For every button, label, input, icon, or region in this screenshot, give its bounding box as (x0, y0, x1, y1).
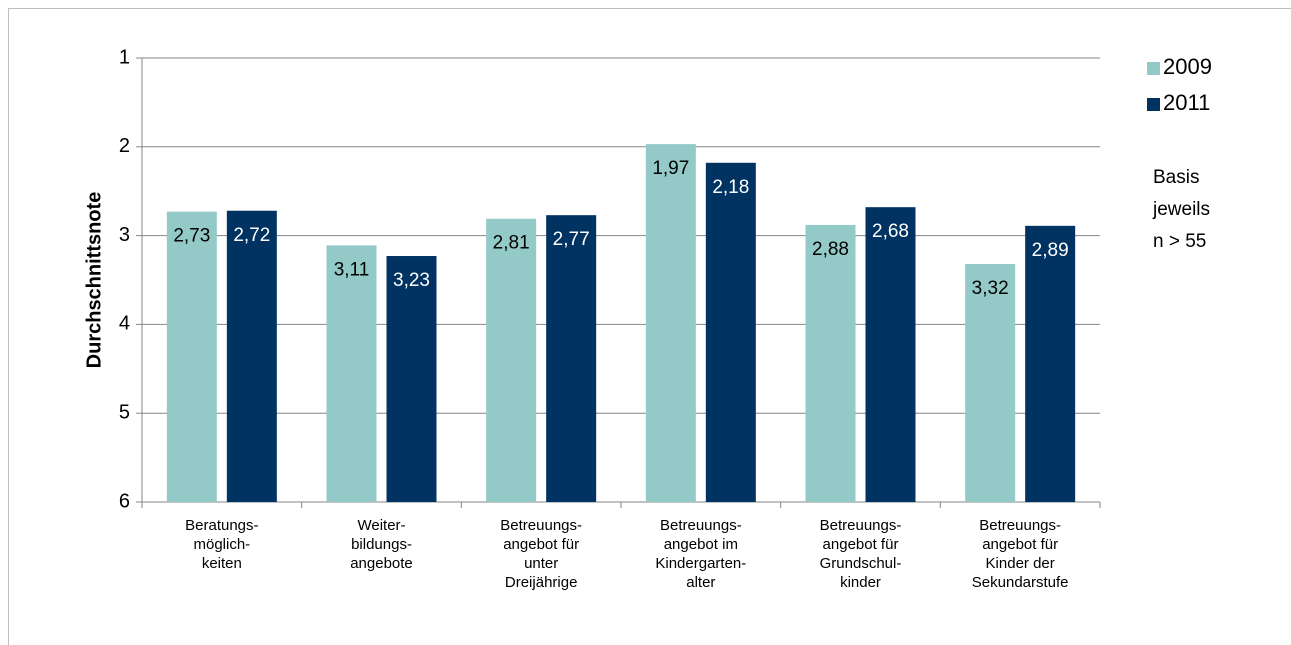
data-label: 3,23 (393, 270, 430, 291)
data-label: 2,68 (872, 221, 909, 242)
data-label: 2,18 (712, 177, 749, 198)
data-label: 2,77 (553, 229, 590, 250)
y-tick-label: 2 (119, 135, 130, 157)
x-tick-label: Weiter-bildungs-angebote (350, 517, 413, 572)
x-tick-label: Betreuungs-angebot für Grundschul-kinder (820, 517, 902, 591)
y-tick-label: 3 (119, 224, 130, 246)
y-tick-label: 1 (119, 46, 130, 68)
legend-label: 2011 (1163, 90, 1210, 115)
bar (805, 224, 856, 502)
bar (546, 215, 597, 502)
data-label: 2,89 (1032, 240, 1069, 261)
y-tick-label: 4 (119, 313, 130, 335)
bar (705, 162, 756, 502)
y-tick-label: 6 (119, 490, 130, 512)
bar (326, 245, 377, 503)
x-tick-label: Beratungs-möglich-keiten (185, 517, 258, 572)
bar (965, 264, 1016, 502)
x-tick-label: Betreuungs-angebot für unter Dreijährige (500, 517, 582, 591)
data-label: 1,97 (652, 158, 689, 179)
annotation: Basis jeweils n > 55 (1152, 167, 1210, 252)
x-tick-label: Betreuungs-angebot im Kindergarten-alter (655, 517, 746, 591)
bar (226, 210, 277, 502)
bar (645, 144, 696, 503)
data-label: 2,88 (812, 239, 849, 260)
bar (386, 256, 437, 502)
data-label: 2,73 (173, 226, 210, 247)
data-label: 2,81 (493, 233, 530, 254)
bar (865, 207, 916, 502)
legend-swatch (1147, 98, 1160, 111)
data-label: 3,32 (972, 278, 1009, 299)
data-label: 3,11 (334, 259, 370, 280)
y-tick-label: 5 (119, 401, 130, 423)
bar (1025, 225, 1076, 502)
y-axis-label: Durchschnittsnote (83, 192, 105, 369)
x-tick-label: Betreuungs-angebot für Kinder der Sekundar… (972, 517, 1069, 591)
bar (486, 218, 537, 502)
bar (166, 211, 217, 502)
legend-label: 2009 (1163, 54, 1212, 79)
frame (8, 8, 1291, 645)
legend-swatch (1147, 62, 1160, 75)
data-label: 2,72 (233, 225, 270, 246)
